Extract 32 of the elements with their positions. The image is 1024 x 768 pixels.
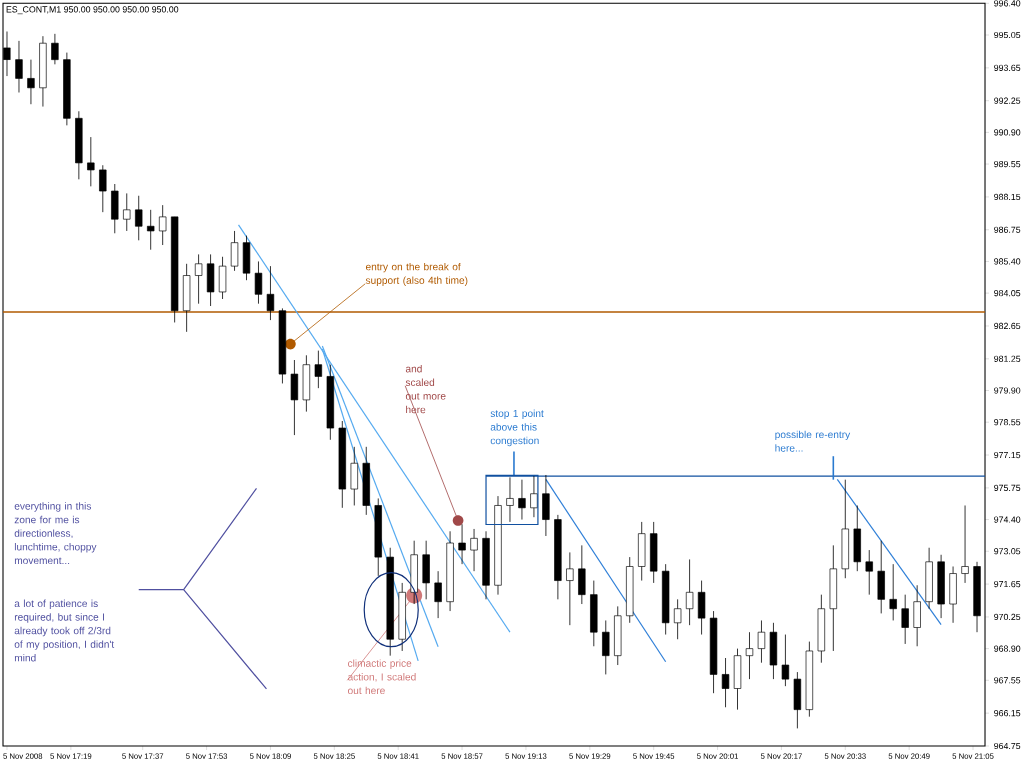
y-tick-label: 974.40 [994,516,1021,523]
y-tick-label: 977.15 [994,451,1021,459]
y-tick-label: 982.65 [994,322,1021,330]
y-tick-label: 978.55 [994,419,1021,426]
annotation: stop 1 point above this congestion [490,409,544,447]
y-tick-label: 995.05 [994,31,1021,39]
y-tick-label: 990.90 [994,129,1021,136]
annotation: entry on the break of support (also 4th time) [365,262,468,286]
y-tick-label: 964.75 [994,742,1021,750]
annotation: possible re-entry here... [775,430,851,452]
annotation: and scaled out more here [405,364,446,414]
y-tick-label: 973.05 [994,548,1021,555]
annotation: everything in this zone for me is directionless, lunchtime, choppy movement... [14,502,97,565]
y-tick-label: 993.65 [994,64,1021,71]
y-tick-label: 989.55 [994,160,1021,168]
y-tick-label: 988.15 [994,193,1021,201]
y-tick-label: 970.25 [994,613,1021,621]
y-tick-label: 984.05 [994,290,1021,297]
chart-title: ES_CONT,M1 950.00 950.00 950.00 950.00 [6,6,179,15]
y-tick-label: 975.75 [994,484,1021,491]
y-tick-label: 985.40 [994,258,1021,265]
y-tick-label: 971.65 [994,580,1021,588]
y-tick-label: 967.55 [994,677,1021,684]
annotation: climactic price action, I scaled out here [347,659,416,695]
annotation: a lot of patience is required, but since I already took off 2/3rd of my position, I didn't mind [14,599,115,662]
y-tick-label: 992.25 [994,97,1021,104]
y-tick-label: 981.25 [994,355,1021,362]
y-tick-label: 966.15 [994,710,1021,717]
y-tick-label: 986.75 [994,226,1021,233]
y-tick-label: 968.90 [994,645,1021,652]
y-tick-label: 979.90 [994,387,1021,394]
y-tick-label: 996.40 [994,0,1021,7]
